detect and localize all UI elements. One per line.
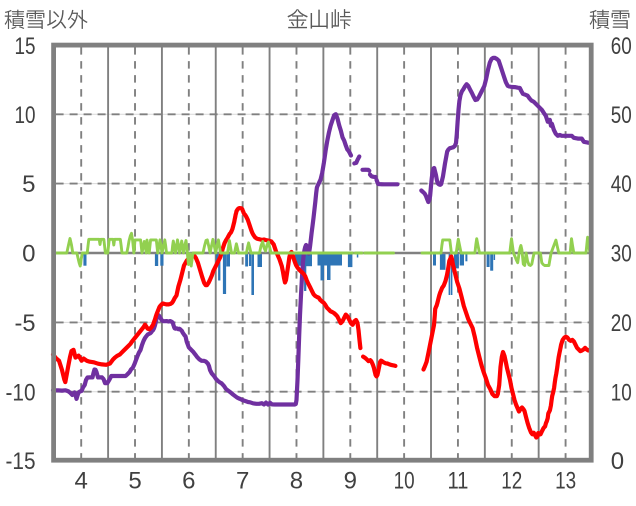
svg-text:20: 20 — [611, 310, 632, 337]
svg-text:-15: -15 — [6, 448, 36, 475]
svg-text:9: 9 — [344, 468, 357, 495]
svg-text:5: 5 — [22, 171, 35, 198]
svg-text:8: 8 — [290, 468, 303, 495]
svg-text:15: 15 — [15, 33, 36, 60]
svg-text:6: 6 — [182, 468, 195, 495]
svg-text:4: 4 — [75, 468, 88, 495]
svg-text:7: 7 — [236, 468, 249, 495]
svg-text:5: 5 — [128, 468, 141, 495]
svg-text:13: 13 — [555, 468, 576, 495]
svg-text:40: 40 — [611, 171, 632, 198]
svg-text:0: 0 — [611, 448, 624, 475]
svg-text:0: 0 — [22, 241, 35, 268]
svg-text:-10: -10 — [6, 379, 36, 406]
svg-text:30: 30 — [611, 241, 632, 268]
svg-text:10: 10 — [611, 379, 632, 406]
svg-text:10: 10 — [15, 102, 36, 129]
svg-text:60: 60 — [611, 33, 632, 60]
svg-text:50: 50 — [611, 102, 632, 129]
svg-text:10: 10 — [394, 468, 415, 495]
svg-text:11: 11 — [447, 468, 468, 495]
svg-text:12: 12 — [501, 468, 522, 495]
svg-text:-5: -5 — [15, 310, 36, 337]
